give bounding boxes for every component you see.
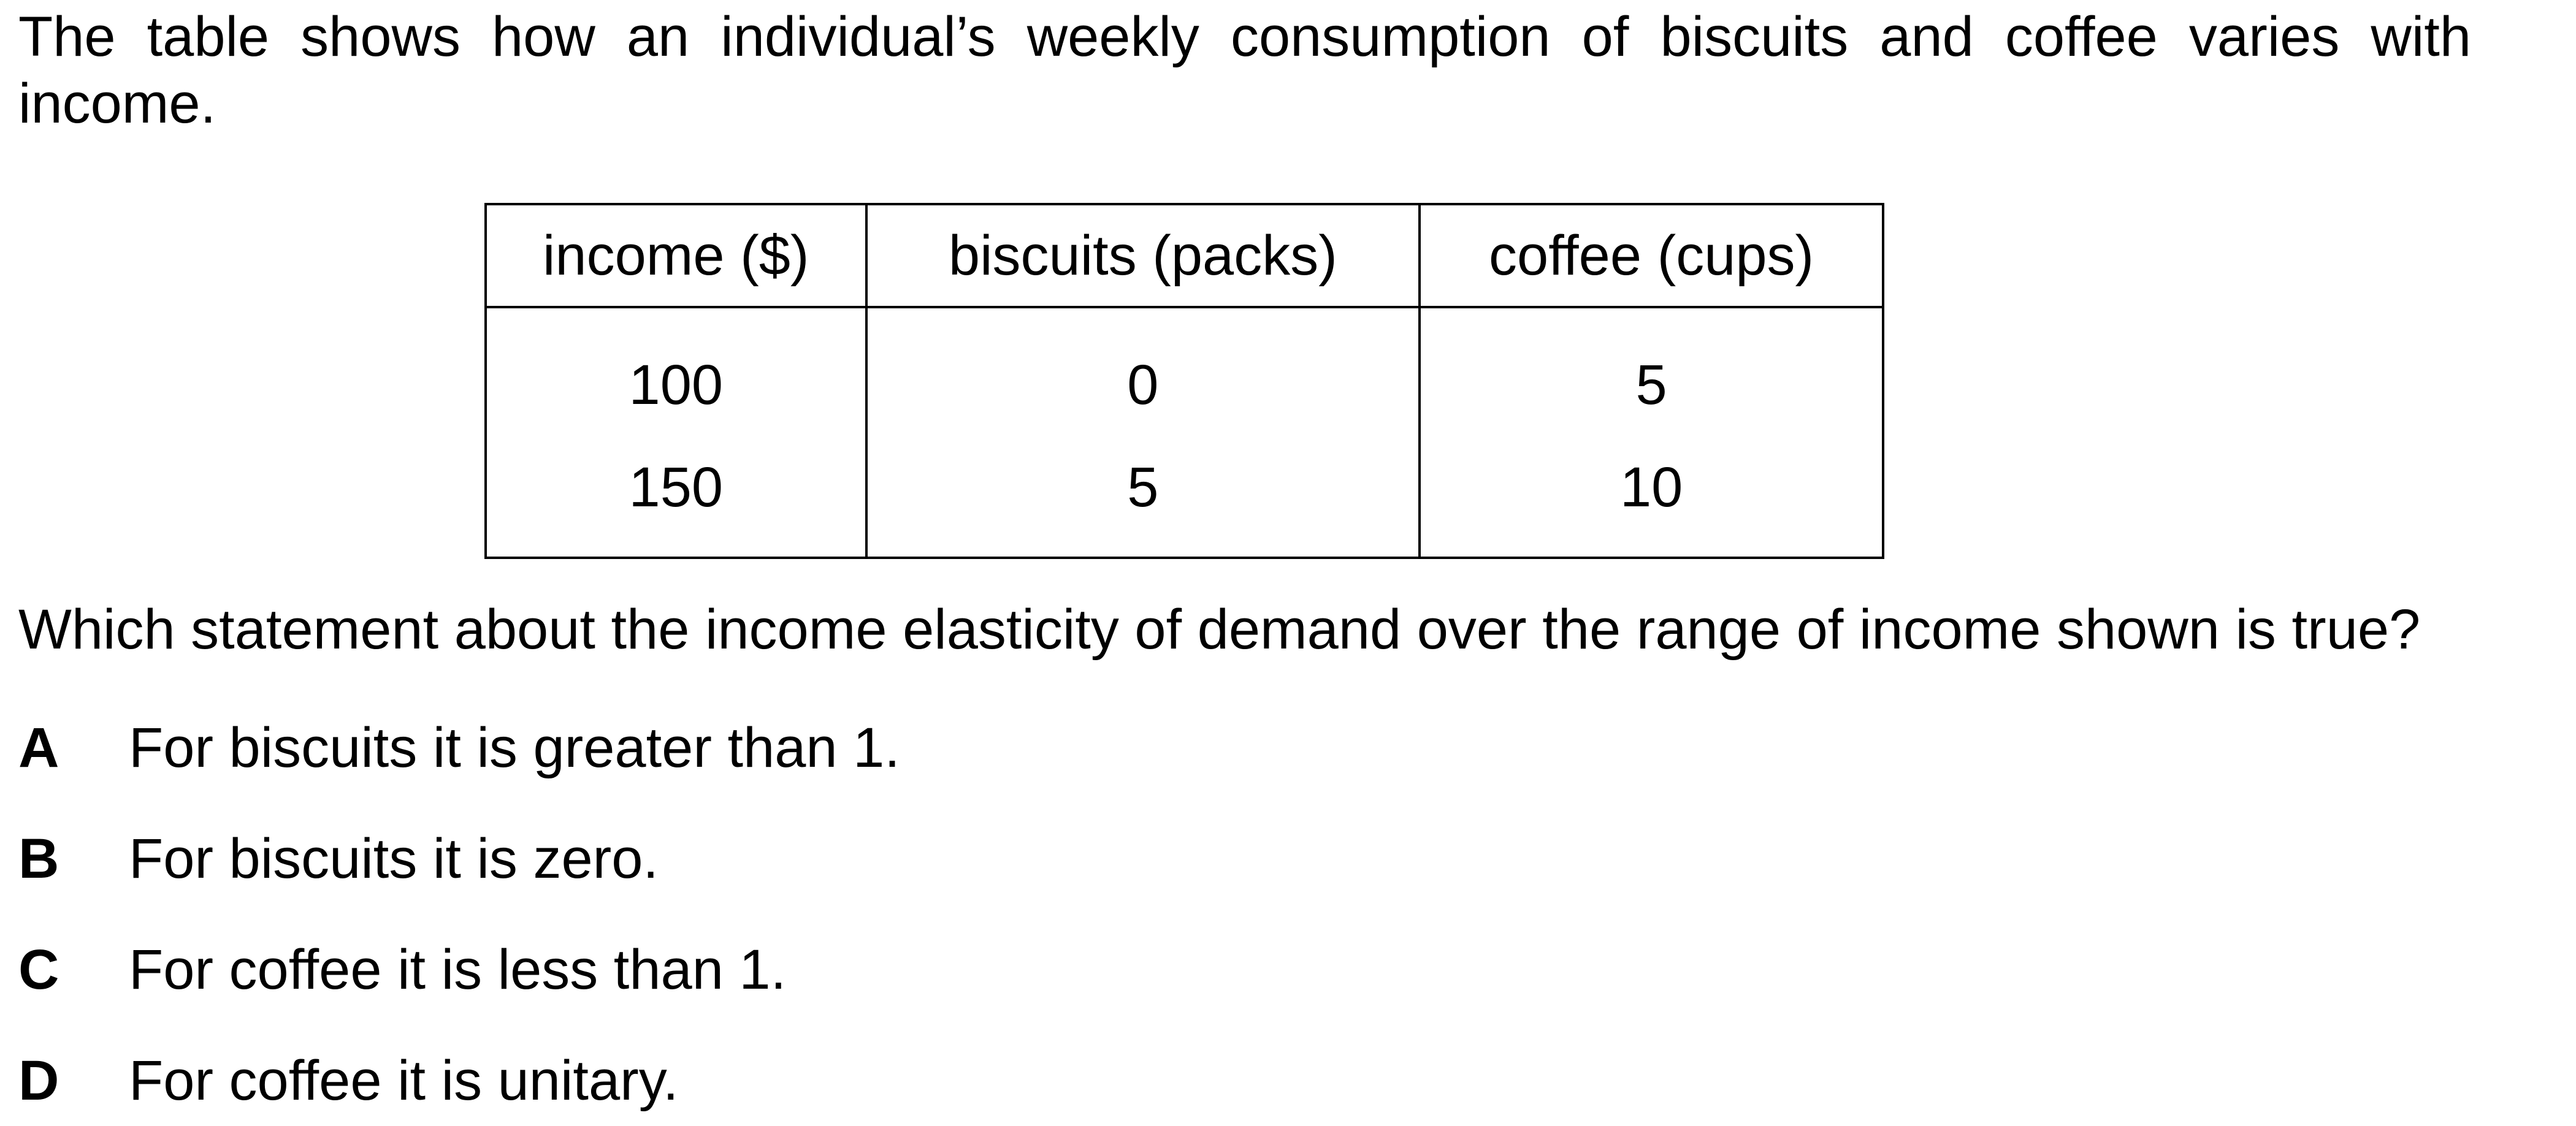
cell-coffee: 5 (1418, 307, 1884, 443)
option-c[interactable]: C For coffee it is less than 1. (18, 936, 1551, 1003)
option-d[interactable]: D For coffee it is unitary. (18, 1047, 1551, 1114)
header-biscuits: biscuits (packs) (865, 204, 1421, 308)
table-header-row: income ($) biscuits (packs) coffee (cups… (484, 204, 1884, 308)
option-letter: C (18, 938, 59, 1001)
cell-income: 100 (484, 307, 868, 443)
cell-coffee: 10 (1418, 443, 1884, 558)
cell-biscuits: 5 (865, 443, 1421, 558)
cell-biscuits: 0 (865, 307, 1421, 443)
intro-line-1: The table shows how an individual’s week… (18, 6, 2471, 68)
option-letter: A (18, 717, 59, 779)
table-row: 150 5 10 (484, 443, 1884, 558)
option-b[interactable]: B For biscuits it is zero. (18, 825, 1551, 892)
cell-income: 150 (484, 443, 868, 558)
header-coffee: coffee (cups) (1418, 204, 1884, 308)
option-letter: D (18, 1049, 59, 1112)
option-letter: B (18, 827, 59, 890)
header-income: income ($) (484, 204, 868, 308)
table-row: 100 0 5 (484, 307, 1884, 443)
option-text: For biscuits it is zero. (129, 827, 659, 890)
option-text: For biscuits it is greater than 1. (129, 717, 900, 779)
question-text: Which statement about the income elastic… (18, 598, 2421, 661)
option-text: For coffee it is unitary. (129, 1049, 679, 1112)
intro-line-2: income. (18, 72, 216, 135)
option-a[interactable]: A For biscuits it is greater than 1. (18, 714, 1551, 782)
intro-paragraph: The table shows how an individual’s week… (18, 4, 2471, 137)
option-text: For coffee it is less than 1. (129, 938, 787, 1001)
consumption-table: income ($) biscuits (packs) coffee (cups… (484, 203, 1884, 559)
